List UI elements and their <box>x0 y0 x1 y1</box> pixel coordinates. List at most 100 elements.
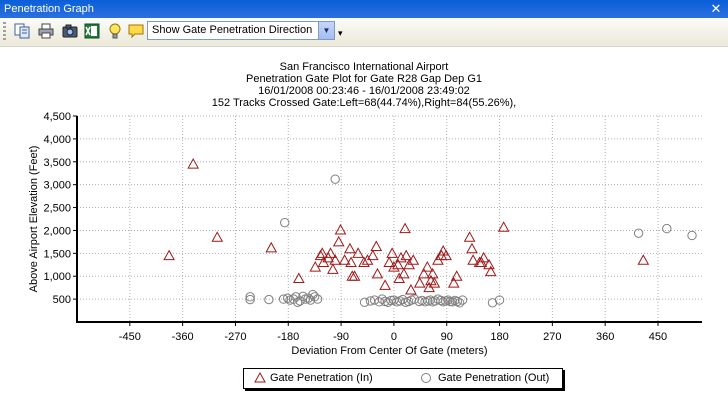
data-point-in <box>483 258 495 270</box>
data-point-in <box>338 254 351 265</box>
penetration-chart: San Francisco International AirportPenet… <box>28 61 702 357</box>
data-point-in <box>265 241 278 253</box>
legend-out-label: Gate Penetration (Out) <box>438 372 550 384</box>
data-point-in <box>366 249 379 261</box>
data-point-in <box>421 261 434 272</box>
data-point-in <box>316 247 329 258</box>
data-point-in <box>450 270 463 281</box>
data-point-out <box>359 297 370 308</box>
chevron-down-icon[interactable]: ▼ <box>318 22 334 39</box>
chart-title-line-3: 152 Tracks Crossed Gate:Left=68(44.74%),… <box>212 97 517 109</box>
data-point-in <box>371 267 384 279</box>
data-point-in <box>187 158 200 169</box>
data-point-in <box>407 254 420 265</box>
data-point-in <box>358 256 370 267</box>
data-point-out <box>425 295 435 305</box>
data-point-in <box>383 256 396 267</box>
x-tick-label: 450 <box>649 331 667 343</box>
data-point-in <box>405 283 417 295</box>
data-point-in <box>395 251 407 263</box>
data-point-in <box>447 277 460 288</box>
data-point-in <box>497 221 510 232</box>
comment-icon[interactable] <box>127 22 145 40</box>
data-point-in <box>484 265 497 277</box>
data-point-in <box>345 256 357 267</box>
chart-titles: San Francisco International AirportPenet… <box>212 61 517 109</box>
data-point-out <box>633 228 644 238</box>
data-point-out <box>245 292 255 302</box>
data-point-in <box>292 272 305 284</box>
plot-area <box>77 116 702 322</box>
data-point-in <box>386 247 398 258</box>
x-tick-label: 90 <box>441 331 453 343</box>
direction-select[interactable]: Show Gate Penetration Direction ▼ <box>147 21 335 40</box>
chart-legend: Gate Penetration (In) Gate Penetration (… <box>243 368 563 389</box>
data-point-in <box>332 235 345 247</box>
camera-icon[interactable] <box>61 22 79 40</box>
data-point-in <box>163 249 175 261</box>
data-point-in <box>400 249 413 261</box>
data-point-out <box>447 297 458 307</box>
data-point-out <box>303 293 313 303</box>
x-tick-label: -90 <box>333 331 349 343</box>
data-point-out <box>312 294 323 304</box>
title-bar: Penetration Graph ✕ <box>0 0 728 18</box>
data-point-in <box>477 251 490 263</box>
copy-icon[interactable] <box>13 22 31 40</box>
data-point-in <box>426 267 439 279</box>
legend-circle-icon <box>421 373 431 383</box>
x-tick-label: 270 <box>543 331 561 343</box>
data-point-in <box>413 277 426 288</box>
data-point-in <box>309 261 322 272</box>
lightbulb-icon[interactable] <box>106 22 124 40</box>
chart-title-line-1: Penetration Gate Plot for Gate R28 Gap D… <box>246 73 482 85</box>
data-point-out <box>295 296 305 306</box>
x-tick-labels: -450 -360 -270 -180 -90 0 90 180 270 360 450 <box>119 322 667 343</box>
data-point-out <box>436 295 446 306</box>
x-tick-label: -360 <box>172 331 194 343</box>
chart-title-line-2: 16/01/2008 00:23:46 - 16/01/2008 23:49:0… <box>258 85 470 97</box>
y-tick-label: 4,000 <box>43 134 71 146</box>
data-point-in <box>329 254 342 265</box>
legend-triangle-icon <box>254 372 266 383</box>
data-point-in <box>428 277 441 288</box>
x-tick-label: 180 <box>490 331 508 343</box>
data-point-in <box>463 231 476 242</box>
data-point-in <box>388 261 400 272</box>
direction-select-value: Show Gate Penetration Direction <box>152 24 313 36</box>
y-tick-label: 1,500 <box>43 248 71 260</box>
y-axis-label: Above Airport Elevation (Feet) <box>28 146 40 293</box>
data-point-out <box>687 230 697 241</box>
y-tick-label: 3,500 <box>43 157 71 169</box>
data-point-in <box>392 258 404 270</box>
data-point-out <box>309 292 320 302</box>
data-point-in <box>399 222 411 234</box>
chart-title-line-0: San Francisco International Airport <box>280 61 449 73</box>
close-icon[interactable]: ✕ <box>710 1 722 16</box>
toolbar-grip[interactable] <box>3 22 6 42</box>
data-point-in <box>637 254 650 265</box>
toolbar: Show Gate Penetration Direction ▼ ▾ <box>0 18 728 47</box>
data-points <box>163 158 697 308</box>
window-title: Penetration Graph <box>4 3 94 15</box>
print-icon[interactable] <box>37 22 55 40</box>
data-point-in <box>324 247 337 258</box>
toolbar-overflow-icon[interactable]: ▾ <box>338 28 343 38</box>
y-tick-labels: 500 1,000 1,500 2,000 2,500 3,000 3,500 4,000 4,… <box>43 111 77 306</box>
y-tick-label: 2,500 <box>43 203 71 215</box>
x-tick-label: -450 <box>119 331 141 343</box>
data-point-in <box>370 240 383 251</box>
data-point-in <box>334 223 347 235</box>
data-point-out <box>298 291 308 302</box>
data-point-out <box>409 294 420 304</box>
export-excel-icon[interactable] <box>83 22 101 40</box>
data-point-out <box>245 294 255 305</box>
data-point-in <box>467 254 479 265</box>
data-point-out <box>443 295 453 305</box>
data-point-in <box>211 231 224 242</box>
data-point-in <box>417 267 430 279</box>
x-tick-label: -270 <box>224 331 246 343</box>
legend-in-label: Gate Penetration (In) <box>270 372 373 384</box>
data-point-out <box>452 296 462 307</box>
